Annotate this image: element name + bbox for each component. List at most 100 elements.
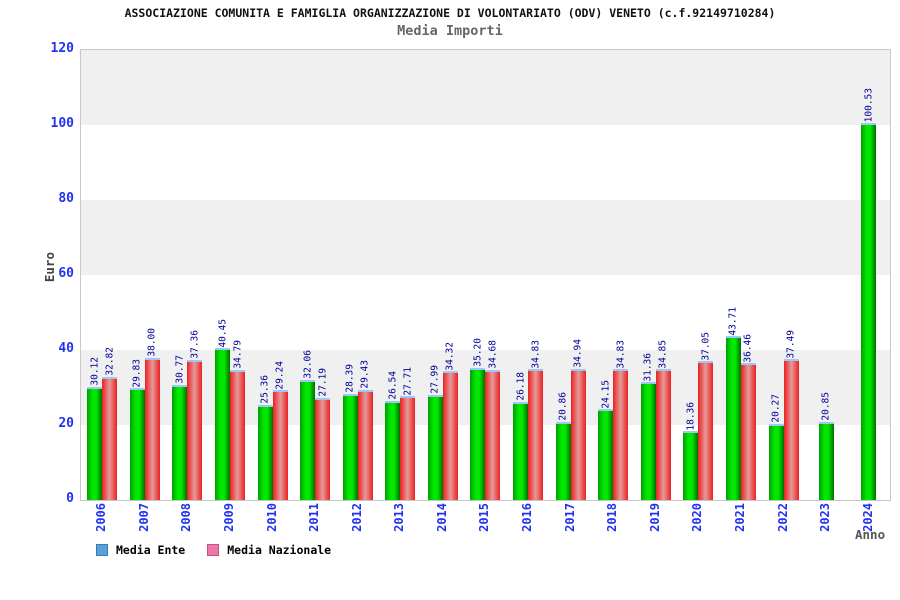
bar-media-nazionale-2022: 37.49: [783, 330, 799, 500]
bar-media-nazionale-2009: 34.79: [230, 340, 246, 500]
x-tick-2015: 2015: [477, 503, 492, 532]
y-tick-100: 100: [50, 116, 74, 131]
bar-media-nazionale-2019: 34.85: [655, 340, 671, 500]
bar-media-ente-2018: 24.15: [598, 380, 614, 500]
bar-media-ente-2023: 20.85: [818, 392, 834, 500]
x-tick-2018: 2018: [605, 503, 620, 532]
bar-value-label: 34.32: [444, 341, 456, 371]
bar-media-nazionale-2017: 34.94: [570, 339, 586, 500]
bar-media-ente-2010: 25.36: [257, 375, 273, 500]
bar-value-label: 40.45: [217, 318, 229, 348]
bar-media-ente-2015: 35.20: [470, 338, 486, 500]
x-tick-2008: 2008: [179, 503, 194, 532]
bar-group-2018: 24.15 34.83: [592, 340, 635, 500]
bars-container: 30.12 32.82 29.83 38.00 30.77 37.36 40.45 34.79…: [81, 50, 890, 500]
x-tick-2020: 2020: [690, 503, 705, 532]
legend-item-media-ente: Media Ente: [96, 543, 185, 557]
bar-media-ente-2012: 28.39: [342, 364, 358, 500]
chart-subtitle: Media Importi: [397, 23, 503, 39]
bar-media-ente-2011: 32.06: [300, 350, 316, 500]
bar-value-label: 25.36: [259, 375, 271, 404]
bar-value-label: 31.36: [642, 352, 654, 382]
bar-group-2008: 30.77 37.36: [166, 330, 209, 500]
bar-media-ente-2006: 30.12: [87, 357, 103, 500]
bar-group-2020: 18.36 37.05: [677, 332, 720, 500]
bar-media-ente-2014: 27.99: [427, 365, 443, 500]
bar-value-label: 100.53: [863, 87, 875, 122]
bar-media-ente-2022: 20.27: [768, 394, 784, 500]
bar-value-label: 26.18: [515, 372, 527, 401]
x-tick-2006: 2006: [94, 503, 109, 532]
bar-media-ente-2016: 26.18: [513, 372, 529, 500]
bar-media-ente-2021: 43.71: [725, 307, 741, 500]
bar-group-2013: 26.54 27.71: [379, 367, 422, 500]
bar-group-2015: 35.20 34.68: [464, 338, 507, 500]
bar-value-label: 35.20: [472, 338, 484, 367]
bar-group-2022: 20.27 37.49: [762, 330, 805, 500]
legend: Media Ente Media Nazionale: [96, 543, 353, 557]
x-tick-2016: 2016: [520, 503, 535, 532]
bar-group-2012: 28.39 29.43: [336, 360, 379, 500]
bar-value-label: 43.71: [727, 306, 739, 336]
plot-area: 30.12 32.82 29.83 38.00 30.77 37.36 40.45 34.79…: [80, 49, 891, 501]
y-tick-60: 60: [58, 266, 74, 281]
bar-value-label: 37.49: [785, 329, 797, 359]
bar-value-label: 32.82: [104, 347, 116, 376]
bar-media-nazionale-2016: 34.83: [528, 340, 544, 500]
bar-value-label: 38.00: [146, 327, 158, 357]
bar-value-label: 37.36: [189, 330, 201, 359]
bar-value-label: 27.99: [429, 365, 441, 394]
bar-value-label: 34.83: [615, 339, 627, 369]
bar-group-2009: 40.45 34.79: [209, 319, 252, 500]
bar-value-label: 34.85: [657, 339, 669, 369]
bar-group-2023: 20.85: [805, 392, 848, 500]
x-tick-2013: 2013: [392, 503, 407, 532]
bar-group-2021: 43.71 36.46: [720, 307, 763, 500]
x-tick-2007: 2007: [136, 503, 151, 532]
bar-value-label: 30.77: [174, 355, 186, 384]
legend-swatch-media-ente: [96, 544, 108, 556]
bar-media-nazionale-2013: 27.71: [400, 367, 416, 500]
legend-label-media-ente: Media Ente: [116, 543, 186, 557]
bar-value-label: 29.43: [359, 360, 371, 389]
x-tick-2022: 2022: [775, 503, 790, 532]
y-tick-40: 40: [58, 341, 74, 356]
x-tick-2023: 2023: [818, 503, 833, 532]
bar-media-nazionale-2007: 38.00: [144, 328, 160, 500]
bar-group-2016: 26.18 34.83: [507, 340, 550, 500]
bar-media-nazionale-2021: 36.46: [740, 334, 756, 500]
bar-value-label: 36.46: [742, 333, 754, 363]
bar-media-nazionale-2015: 34.68: [485, 340, 501, 500]
x-tick-2009: 2009: [222, 503, 237, 532]
bar-media-nazionale-2012: 29.43: [357, 360, 373, 500]
bar-media-nazionale-2006: 32.82: [102, 347, 118, 500]
legend-item-media-nazionale: Media Nazionale: [207, 543, 331, 557]
bar-media-nazionale-2010: 29.24: [272, 361, 288, 500]
bar-media-ente-2013: 26.54: [385, 371, 401, 500]
y-tick-120: 120: [50, 41, 74, 56]
bar-group-2014: 27.99 34.32: [422, 342, 465, 500]
bar-group-2006: 30.12 32.82: [81, 347, 124, 500]
bar-media-nazionale-2014: 34.32: [442, 342, 458, 500]
x-tick-2014: 2014: [434, 503, 449, 532]
x-tick-2017: 2017: [562, 503, 577, 532]
chart-title: ASSOCIAZIONE COMUNITA E FAMIGLIA ORGANIZ…: [124, 6, 776, 20]
bar-group-2011: 32.06 27.19: [294, 350, 337, 500]
bar-value-label: 20.27: [770, 394, 782, 423]
bar-media-ente-2020: 18.36: [683, 402, 699, 500]
bar-media-ente-2019: 31.36: [640, 353, 656, 500]
bar-value-label: 18.36: [685, 401, 697, 431]
bar-media-nazionale-2011: 27.19: [315, 368, 331, 500]
bar-value-label: 27.19: [317, 368, 329, 397]
bar-group-2019: 31.36 34.85: [635, 340, 678, 500]
bar-value-label: 29.24: [274, 360, 286, 390]
bar-group-2010: 25.36 29.24: [251, 361, 294, 500]
x-tick-2010: 2010: [264, 503, 279, 532]
bar-value-label: 26.54: [387, 370, 399, 400]
bar-value-label: 24.15: [600, 379, 612, 409]
bar-media-ente-2007: 29.83: [129, 359, 145, 500]
legend-label-media-nazionale: Media Nazionale: [227, 543, 332, 557]
x-tick-2019: 2019: [647, 503, 662, 532]
x-tick-2021: 2021: [732, 503, 747, 532]
